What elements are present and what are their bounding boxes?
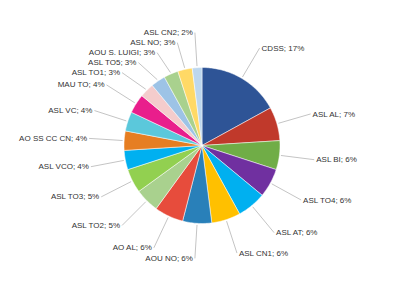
svg-text:ASL TO2; 5%: ASL TO2; 5% [72,221,120,230]
svg-text:ASL AL; 7%: ASL AL; 7% [313,110,355,119]
svg-text:ASL TO1; 3%: ASL TO1; 3% [72,68,120,77]
svg-text:AOU NO; 6%: AOU NO; 6% [145,254,193,263]
svg-text:AO AL; 6%: AO AL; 6% [113,243,152,252]
svg-text:ASL TO4; 6%: ASL TO4; 6% [303,196,351,205]
svg-text:AO SS CC CN; 4%: AO SS CC CN; 4% [19,134,87,143]
svg-text:ASL CN1; 6%: ASL CN1; 6% [239,249,288,258]
svg-text:ASL TO3; 5%: ASL TO3; 5% [51,192,99,201]
svg-text:ASL AT; 6%: ASL AT; 6% [276,228,317,237]
svg-text:MAU TO; 4%: MAU TO; 4% [58,80,105,89]
svg-text:ASL TO5; 3%: ASL TO5; 3% [88,58,136,67]
svg-text:ASL BI; 6%: ASL BI; 6% [316,155,357,164]
svg-text:AOU S. LUIGI; 3%: AOU S. LUIGI; 3% [89,48,155,57]
svg-text:CDSS; 17%: CDSS; 17% [262,44,305,53]
svg-text:ASL VC; 4%: ASL VC; 4% [48,106,92,115]
svg-text:ASL NO; 3%: ASL NO; 3% [130,38,175,47]
svg-text:ASL VCO; 4%: ASL VCO; 4% [39,162,89,171]
svg-text:ASL CN2; 2%: ASL CN2; 2% [144,28,193,37]
